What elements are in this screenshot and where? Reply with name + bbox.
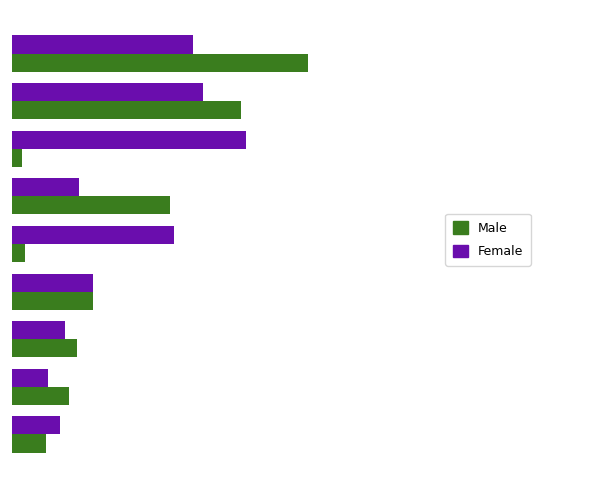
Bar [12, 416, 60, 434]
Bar [12, 226, 174, 244]
Legend: Male, Female: Male, Female [445, 214, 531, 266]
Bar [12, 36, 193, 54]
Bar [12, 54, 308, 72]
Bar [12, 434, 46, 452]
Bar [12, 196, 170, 215]
Bar [12, 178, 79, 196]
Bar [12, 149, 22, 167]
Bar [12, 101, 241, 119]
Bar [12, 244, 24, 262]
Bar [12, 83, 203, 101]
Bar [12, 273, 93, 292]
Bar [12, 321, 65, 339]
Bar [12, 131, 246, 149]
Bar [12, 292, 93, 310]
Bar [12, 339, 77, 357]
Bar [12, 387, 70, 405]
Bar [12, 369, 48, 387]
